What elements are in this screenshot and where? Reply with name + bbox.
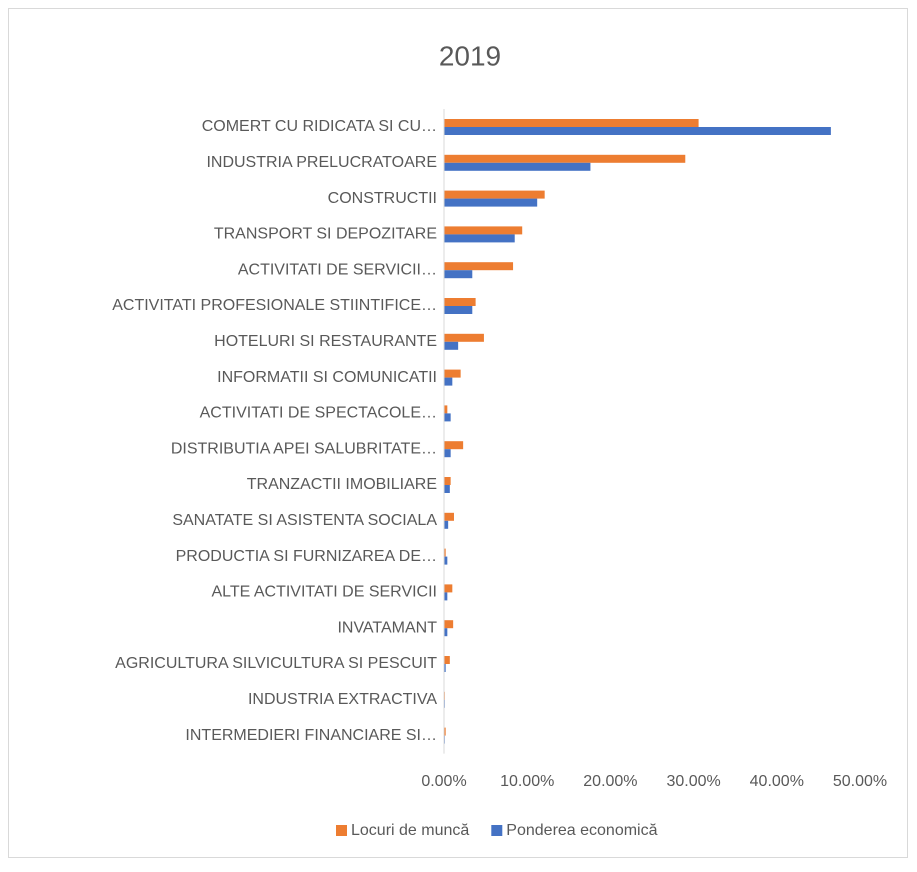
y-tick-label: SANATATE SI ASISTENTA SOCIALA bbox=[172, 512, 437, 529]
bar bbox=[444, 198, 538, 207]
bar bbox=[444, 306, 473, 314]
chart-title: 2019 bbox=[439, 40, 501, 71]
x-tick-label: 50.00% bbox=[833, 773, 887, 790]
y-tick-label: ACTIVITATI DE SERVICII… bbox=[238, 261, 437, 278]
x-tick-label: 40.00% bbox=[750, 773, 804, 790]
bar bbox=[444, 127, 831, 135]
bar bbox=[444, 270, 473, 279]
bar bbox=[444, 262, 514, 271]
bar bbox=[444, 556, 448, 565]
bar bbox=[444, 592, 448, 601]
y-tick-label: INVATAMANT bbox=[337, 619, 437, 636]
bar bbox=[444, 656, 450, 664]
y-tick-label: INDUSTRIA PRELUCRATOARE bbox=[206, 154, 437, 171]
y-tick-label: CONSTRUCTII bbox=[328, 190, 437, 207]
y-tick-label: INFORMATII SI COMUNICATII bbox=[217, 369, 437, 386]
bar bbox=[444, 441, 464, 450]
bar bbox=[444, 154, 686, 163]
bar bbox=[444, 449, 451, 458]
y-tick-label: ACTIVITATI DE SPECTACOLE… bbox=[200, 405, 437, 422]
bar bbox=[444, 162, 591, 171]
legend-label: Ponderea economică bbox=[506, 822, 657, 839]
legend-swatch bbox=[491, 825, 503, 836]
x-tick-label: 10.00% bbox=[500, 773, 554, 790]
chart-border bbox=[8, 8, 908, 858]
y-tick-label: COMERT CU RIDICATA SI CU… bbox=[202, 118, 437, 135]
bar bbox=[444, 119, 699, 127]
bar bbox=[444, 620, 454, 629]
legend-swatch bbox=[336, 825, 347, 836]
y-tick-label: TRANZACTII IMOBILIARE bbox=[247, 476, 437, 493]
bar bbox=[444, 628, 448, 637]
y-tick-label: TRANSPORT SI DEPOZITARE bbox=[214, 226, 437, 243]
bar bbox=[444, 298, 476, 306]
bar bbox=[444, 369, 461, 378]
bar bbox=[444, 584, 453, 593]
y-tick-label: PRODUCTIA SI FURNIZAREA DE… bbox=[176, 548, 437, 565]
bar bbox=[444, 377, 453, 386]
x-tick-label: 0.00% bbox=[421, 773, 466, 790]
bar bbox=[444, 190, 545, 199]
bar bbox=[444, 512, 454, 521]
bar bbox=[444, 727, 446, 736]
bar bbox=[444, 333, 484, 342]
bar bbox=[444, 226, 523, 235]
bar bbox=[444, 341, 459, 350]
bar bbox=[444, 413, 451, 422]
bar bbox=[444, 405, 448, 414]
y-tick-label: INTERMEDIERI FINANCIARE SI… bbox=[185, 727, 437, 744]
bar bbox=[444, 477, 451, 485]
y-tick-label: AGRICULTURA SILVICULTURA SI PESCUIT bbox=[115, 655, 437, 672]
y-tick-label: INDUSTRIA EXTRACTIVA bbox=[248, 691, 437, 708]
y-tick-label: ACTIVITATI PROFESIONALE STIINTIFICE… bbox=[112, 297, 437, 314]
y-tick-label: ALTE ACTIVITATI DE SERVICII bbox=[211, 584, 437, 601]
x-tick-label: 20.00% bbox=[583, 773, 637, 790]
y-tick-label: DISTRIBUTIA APEI SALUBRITATE… bbox=[171, 440, 437, 457]
legend-label: Locuri de muncă bbox=[351, 822, 469, 839]
bar bbox=[444, 485, 450, 493]
bar bbox=[444, 520, 449, 529]
bar bbox=[444, 664, 446, 672]
x-tick-label: 30.00% bbox=[666, 773, 720, 790]
bar bbox=[444, 234, 515, 243]
bar bbox=[444, 548, 446, 557]
y-tick-label: HOTELURI SI RESTAURANTE bbox=[214, 333, 437, 350]
